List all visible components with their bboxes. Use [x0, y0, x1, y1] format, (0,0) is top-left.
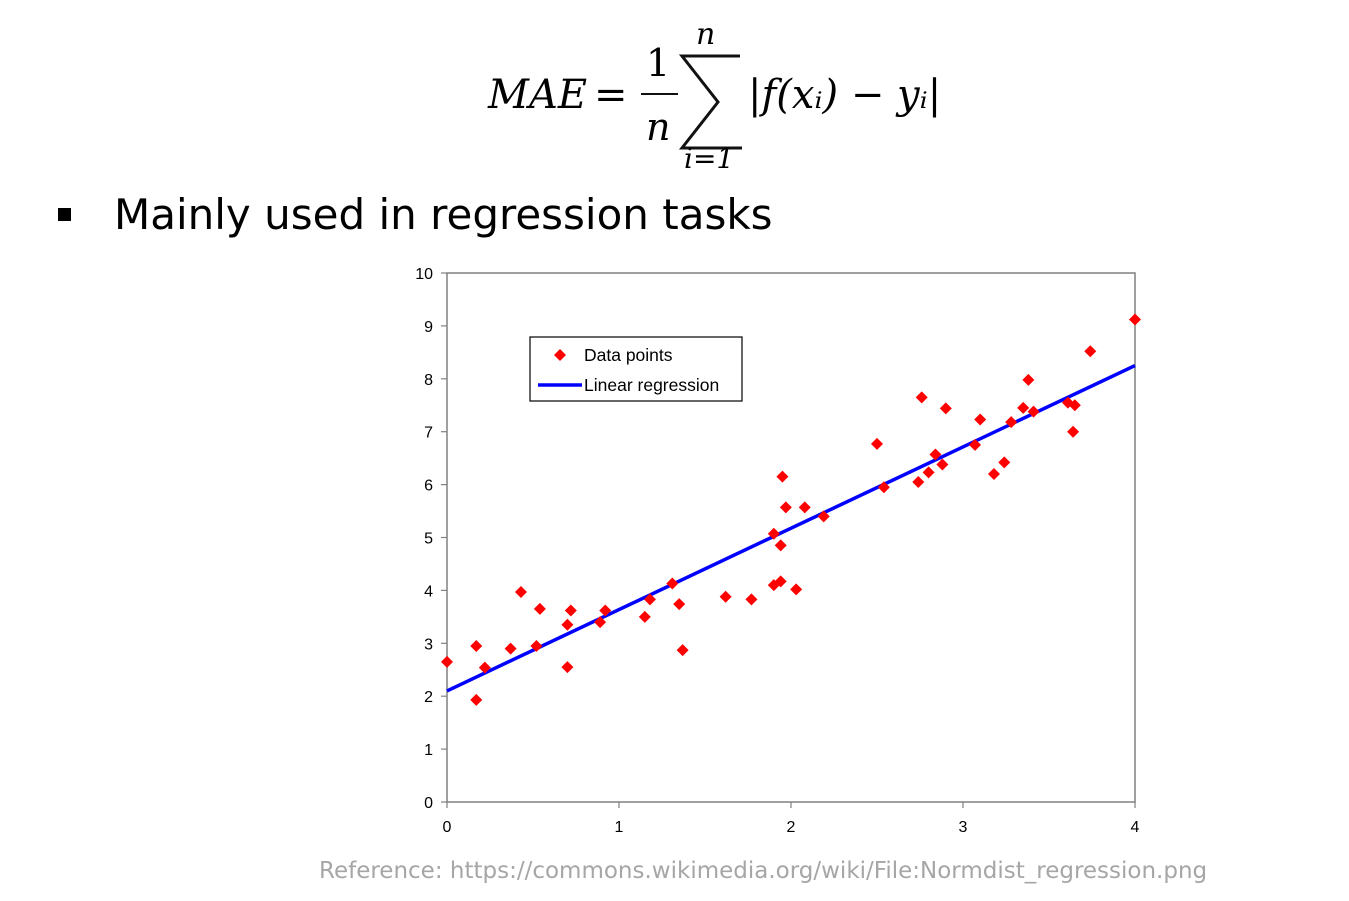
- data-point: [871, 437, 883, 450]
- legend-marker-data-points: [554, 349, 566, 361]
- y-tick-label: 0: [424, 795, 433, 812]
- data-point: [441, 655, 453, 668]
- data-point: [745, 593, 758, 606]
- data-point: [666, 577, 679, 590]
- y-tick-label: 9: [424, 319, 433, 336]
- formula-lhs: MAE: [487, 72, 587, 118]
- data-point: [533, 602, 546, 615]
- bullet-text: Mainly used in regression tasks: [114, 190, 773, 239]
- regression-line: [446, 363, 1136, 693]
- data-point: [1084, 345, 1097, 358]
- data-point: [922, 466, 935, 479]
- data-point: [798, 501, 811, 514]
- y-tick-label: 7: [424, 425, 433, 442]
- data-point: [638, 610, 651, 623]
- data-point: [470, 639, 483, 652]
- data-point: [774, 575, 787, 588]
- reference-text: Reference: https://commons.wikimedia.org…: [319, 858, 1208, 884]
- data-point: [1027, 405, 1040, 418]
- formula-equals: =: [594, 72, 628, 118]
- regression-chart: 0 1 2 3 4 5 6 7 8 9 10 0 1 2 3 4 Data points Linear regre…: [415, 266, 1141, 836]
- data-point: [969, 438, 982, 451]
- data-point: [998, 456, 1011, 469]
- data-point: [987, 468, 1000, 481]
- x-tick-label: 1: [615, 819, 624, 836]
- data-point: [1005, 416, 1018, 429]
- data-point: [915, 391, 928, 404]
- data-point: [514, 585, 527, 598]
- data-point: [673, 598, 686, 611]
- sum-upper-limit: n: [696, 17, 715, 52]
- data-point: [676, 644, 689, 657]
- legend-label-linear-regression: Linear regression: [584, 375, 719, 395]
- sum-lower-limit: i=1: [684, 142, 734, 175]
- data-point: [643, 593, 656, 606]
- data-point: [974, 413, 987, 426]
- formula-body: |f(xᵢ) − yᵢ|: [748, 72, 941, 118]
- bullet-square-icon: [58, 208, 71, 221]
- data-point: [1022, 373, 1035, 386]
- data-point: [564, 604, 577, 617]
- data-point: [767, 527, 780, 540]
- legend-box: [529, 336, 743, 402]
- x-tick-label: 0: [443, 819, 452, 836]
- y-tick-label: 4: [424, 583, 433, 600]
- data-point: [561, 661, 574, 674]
- data-point: [478, 661, 491, 674]
- formula-denominator: n: [646, 105, 670, 149]
- data-point: [774, 539, 787, 552]
- y-tick-label: 6: [424, 478, 433, 495]
- y-tick-label: 3: [424, 636, 433, 653]
- data-point: [719, 590, 732, 603]
- summation-sign: [678, 54, 742, 150]
- y-tick-label: 8: [424, 372, 433, 389]
- data-point: [790, 583, 803, 596]
- data-point: [779, 501, 792, 514]
- mae-formula: MAE = 1 n n i=1 |f(xᵢ) − yᵢ|: [487, 17, 941, 175]
- y-tick-label: 10: [415, 266, 433, 283]
- data-point: [561, 618, 574, 631]
- data-point: [936, 458, 949, 471]
- data-point: [470, 693, 483, 706]
- data-point: [594, 616, 607, 629]
- data-point: [1067, 425, 1080, 438]
- data-point: [599, 604, 612, 617]
- y-tick-label: 1: [424, 742, 433, 759]
- x-tick-label: 4: [1131, 819, 1140, 836]
- data-point: [929, 448, 942, 461]
- formula-numerator: 1: [646, 41, 670, 85]
- y-tick-label: 5: [424, 531, 433, 548]
- data-point: [939, 402, 952, 415]
- data-point: [877, 481, 890, 494]
- legend-label-data-points: Data points: [584, 345, 673, 365]
- data-point: [776, 470, 789, 483]
- data-point: [1068, 399, 1081, 412]
- x-tick-label: 2: [787, 819, 796, 836]
- data-point: [912, 475, 925, 488]
- y-tick-label: 2: [424, 689, 433, 706]
- data-point: [1129, 313, 1141, 326]
- data-point: [504, 642, 517, 655]
- data-point: [1017, 401, 1030, 414]
- data-point: [530, 639, 543, 652]
- x-tick-label: 3: [959, 819, 968, 836]
